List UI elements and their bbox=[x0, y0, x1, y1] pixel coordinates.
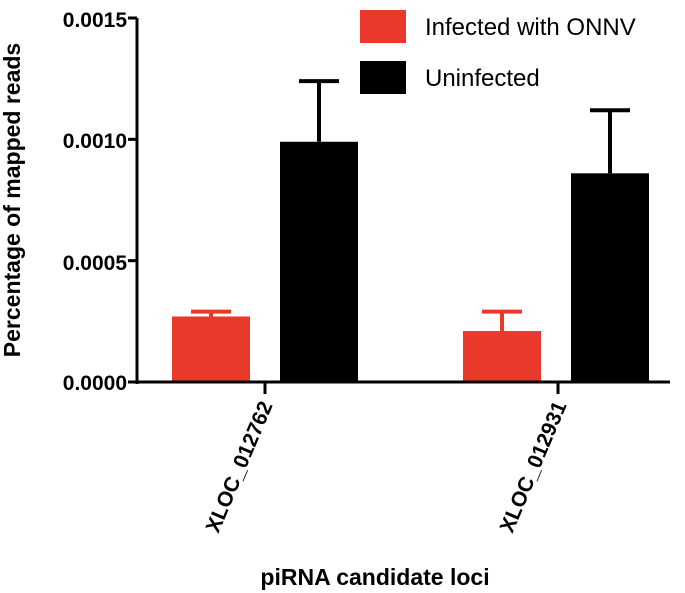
bar bbox=[571, 173, 649, 382]
x-tick-label: XLOC_012762 bbox=[202, 398, 278, 536]
legend-swatch-infected bbox=[360, 10, 406, 43]
y-tick-label: 0.0005 bbox=[63, 252, 128, 275]
legend-label-infected: Infected with ONNV bbox=[425, 14, 636, 41]
bar bbox=[463, 331, 541, 382]
y-tick-label: 0.0000 bbox=[63, 372, 127, 395]
legend: Infected with ONNV Uninfected bbox=[360, 10, 636, 94]
bar bbox=[172, 316, 250, 382]
y-axis-title: Percentage of mapped reads bbox=[0, 43, 25, 357]
x-tick-label: XLOC_012931 bbox=[496, 398, 572, 536]
legend-label-uninfected: Uninfected bbox=[425, 65, 540, 92]
y-tick-label: 0.0015 bbox=[63, 9, 128, 32]
y-tick-label: 0.0010 bbox=[63, 130, 127, 153]
bar bbox=[280, 141, 358, 382]
legend-swatch-uninfected bbox=[360, 61, 406, 94]
x-axis-title: piRNA candidate loci bbox=[260, 564, 489, 590]
